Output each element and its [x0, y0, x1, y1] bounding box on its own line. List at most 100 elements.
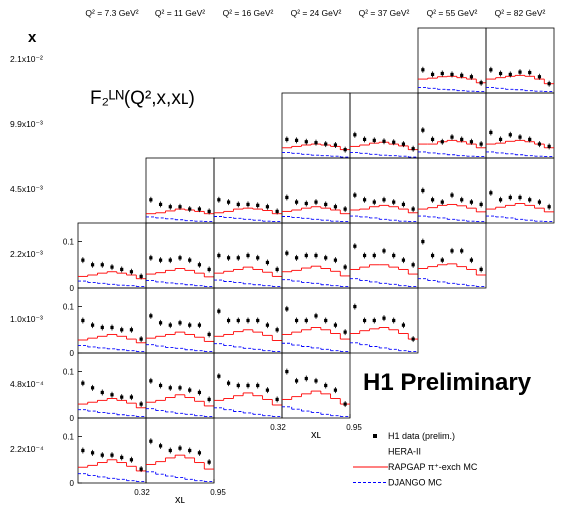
- data-point: [508, 133, 512, 137]
- data-point: [294, 379, 299, 383]
- x-tick-label: 0.95: [346, 423, 362, 432]
- data-point: [430, 72, 435, 77]
- data-point: [372, 253, 376, 258]
- panel-frame: [77, 352, 147, 419]
- data-point: [479, 202, 483, 207]
- data-point: [178, 446, 182, 450]
- data-point: [207, 267, 211, 272]
- legend-marker: [373, 434, 377, 438]
- legend-label: HERA-II: [388, 447, 421, 457]
- data-point: [392, 140, 396, 144]
- data-point: [158, 202, 163, 207]
- panel-frame: [145, 417, 215, 484]
- data-point: [333, 323, 338, 327]
- data-point: [372, 318, 376, 323]
- data-point: [90, 386, 95, 390]
- column-label: Q² = 55 GeV²: [427, 8, 478, 18]
- data-point: [285, 137, 289, 142]
- data-point: [285, 195, 289, 200]
- data-point: [450, 72, 454, 77]
- data-point: [440, 71, 444, 76]
- data-point: [168, 448, 172, 453]
- data-point: [81, 381, 85, 385]
- data-point: [372, 138, 376, 142]
- data-point: [197, 323, 202, 327]
- panel-frame: [349, 157, 419, 224]
- data-point: [256, 203, 260, 207]
- data-point: [197, 451, 202, 455]
- y-tick-label: 0: [70, 349, 75, 358]
- data-point: [275, 397, 279, 402]
- y-tick-label: 0: [70, 414, 75, 423]
- data-point: [120, 395, 124, 399]
- data-point: [236, 318, 240, 323]
- data-point: [110, 325, 114, 330]
- y-tick-label: 0: [70, 479, 75, 488]
- data-point: [382, 198, 386, 202]
- data-point: [246, 318, 250, 323]
- data-point: [421, 239, 425, 244]
- data-point: [401, 323, 406, 327]
- panel-frame: [349, 287, 419, 354]
- data-point: [149, 439, 153, 443]
- data-point: [353, 133, 357, 137]
- data-point: [508, 195, 512, 200]
- panel-frame: [485, 27, 555, 94]
- data-point: [265, 388, 270, 392]
- data-point: [333, 388, 338, 392]
- data-point: [120, 455, 124, 460]
- row-label: 4.8x10⁻⁴: [10, 379, 44, 389]
- column-label: Q² = 7.3 GeV²: [85, 8, 138, 18]
- data-point: [275, 209, 279, 213]
- y-tick-label: 0.1: [63, 238, 75, 247]
- data-point: [430, 198, 435, 202]
- x-axis-label: xʟ: [175, 494, 186, 506]
- data-point: [353, 244, 357, 248]
- data-point: [236, 383, 240, 388]
- data-point: [324, 256, 328, 260]
- data-point: [392, 318, 396, 323]
- data-point: [382, 139, 386, 143]
- panel-frame: [485, 92, 555, 159]
- legend-label: DJANGO MC: [388, 478, 443, 488]
- data-point: [324, 383, 328, 388]
- panel-frame: [417, 92, 487, 159]
- data-point: [256, 256, 260, 260]
- data-point: [401, 202, 406, 207]
- data-point: [430, 253, 435, 258]
- data-point: [285, 251, 289, 255]
- data-point: [256, 383, 260, 388]
- panel-frame: [77, 287, 147, 354]
- panel-frame: [281, 157, 351, 224]
- row-label: 2.2x10⁻⁴: [10, 444, 44, 454]
- data-point: [508, 72, 512, 77]
- data-point: [120, 267, 124, 272]
- data-point: [314, 253, 318, 258]
- data-point: [411, 263, 415, 267]
- panel-frame: [485, 157, 555, 224]
- data-point: [294, 318, 299, 323]
- data-point: [81, 318, 85, 323]
- data-point: [469, 258, 474, 262]
- data-point: [158, 444, 163, 448]
- data-point: [528, 137, 532, 142]
- data-point: [217, 253, 221, 258]
- data-point: [207, 209, 211, 213]
- data-point: [362, 198, 367, 202]
- data-point: [226, 318, 231, 323]
- data-point: [129, 270, 134, 274]
- data-point: [333, 258, 338, 262]
- data-point: [479, 267, 483, 272]
- data-point: [333, 143, 338, 147]
- data-point: [421, 188, 425, 193]
- panel-frame: [417, 27, 487, 94]
- data-point: [110, 265, 114, 269]
- data-point: [129, 458, 134, 462]
- data-point: [324, 142, 328, 146]
- data-point: [343, 265, 347, 269]
- data-point: [382, 316, 386, 320]
- data-point: [217, 309, 221, 313]
- data-point: [362, 253, 367, 258]
- data-point: [81, 258, 85, 262]
- data-point: [460, 249, 464, 253]
